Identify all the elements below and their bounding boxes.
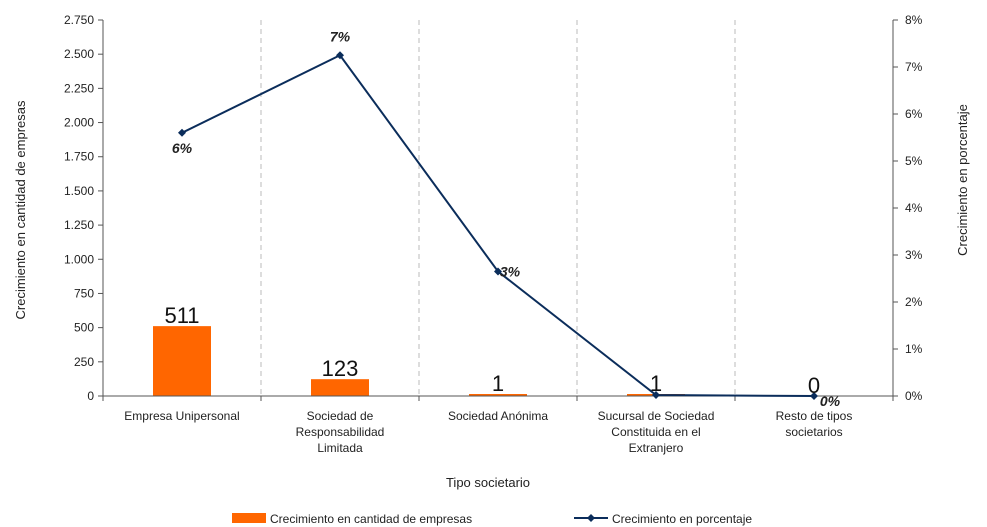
line-data-label: 6% (172, 140, 193, 156)
x-tick-label-line: Sociedad de (307, 409, 374, 423)
x-axis-title: Tipo societario (446, 475, 530, 490)
x-tick-label-line: Sucursal de Sociedad (598, 409, 715, 423)
bar-data-label: 0 (808, 373, 820, 398)
x-tick-label-line: Constituida en el (611, 425, 700, 439)
y2-tick-label: 6% (905, 107, 923, 121)
percentage-line (178, 51, 818, 400)
y-tick-label: 750 (74, 286, 94, 300)
x-tick-label-line: Limitada (317, 441, 363, 455)
y2-tick-label: 4% (905, 201, 923, 215)
x-tick-label-line: societarios (785, 425, 842, 439)
y-tick-label: 500 (74, 321, 94, 335)
x-tick-label-line: Extranjero (629, 441, 684, 455)
line-point (336, 51, 344, 60)
legend-label-line: Crecimiento en porcentaje (612, 512, 752, 526)
line-point (652, 391, 660, 400)
line-data-label: 3% (500, 263, 521, 279)
y-tick-label: 1.000 (64, 252, 94, 266)
y2-tick-label: 3% (905, 248, 923, 262)
y-tick-label: 250 (74, 355, 94, 369)
x-tick-label-line: Responsabilidad (296, 425, 385, 439)
line-point (494, 267, 502, 276)
y2-tick-label: 2% (905, 295, 923, 309)
bar (311, 379, 369, 396)
y-tick-label: 2.000 (64, 116, 94, 130)
legend-swatch-bar (232, 513, 266, 523)
y-tick-label: 1.250 (64, 218, 94, 232)
y-tick-label: 0 (87, 389, 94, 403)
line-data-label: 7% (330, 28, 351, 44)
axes: 0 250 500 750 1.000 1.250 1.500 1.750 2.000 2.250… (64, 13, 923, 455)
line-point (810, 392, 818, 400)
y2-tick-label: 1% (905, 342, 923, 356)
x-tick-label: Sucursal de Sociedad Constituida en el Ext… (598, 409, 715, 455)
y-tick-label: 1.500 (64, 184, 94, 198)
x-tick-label: Resto de tipos societarios (776, 409, 853, 439)
y2-tick-label: 8% (905, 13, 923, 27)
bar-data-label: 123 (322, 356, 359, 381)
bar-data-label: 511 (164, 303, 199, 328)
data-labels: 511 123 1 1 0 6% 7% 3% 0% (164, 28, 840, 409)
x-tick-label-line: Empresa Unipersonal (124, 409, 239, 423)
x-tick-label-line: Sociedad Anónima (448, 409, 548, 423)
y-tick-label: 2.250 (64, 81, 94, 95)
y2-tick-label: 7% (905, 60, 923, 74)
x-tick-label: Sociedad de Responsabilidad Limitada (296, 409, 385, 455)
percentage-line-path (181, 53, 815, 397)
y2-tick-label: 5% (905, 154, 923, 168)
y2-tick-label: 0% (905, 389, 923, 403)
y-tick-label: 2.750 (64, 13, 94, 27)
y-axis-title: Crecimiento en cantidad de empresas (13, 100, 28, 319)
y-tick-label: 1.750 (64, 150, 94, 164)
legend: Crecimiento en cantidad de empresas Crec… (232, 512, 752, 526)
line-data-label: 0% (820, 393, 841, 409)
y-tick-label: 2.500 (64, 47, 94, 61)
legend-swatch-marker (587, 514, 595, 522)
bar-data-label: 1 (492, 371, 504, 396)
bar-data-label: 1 (650, 371, 662, 396)
line-point (178, 128, 186, 137)
y2-axis-title: Crecimiento en porcentaje (955, 104, 970, 256)
legend-label-bar: Crecimiento en cantidad de empresas (270, 512, 472, 526)
bar (153, 326, 211, 396)
x-tick-label-line: Resto de tipos (776, 409, 853, 423)
bar (469, 394, 527, 396)
x-tick-label: Sociedad Anónima (448, 409, 548, 423)
x-tick-label: Empresa Unipersonal (124, 409, 239, 423)
